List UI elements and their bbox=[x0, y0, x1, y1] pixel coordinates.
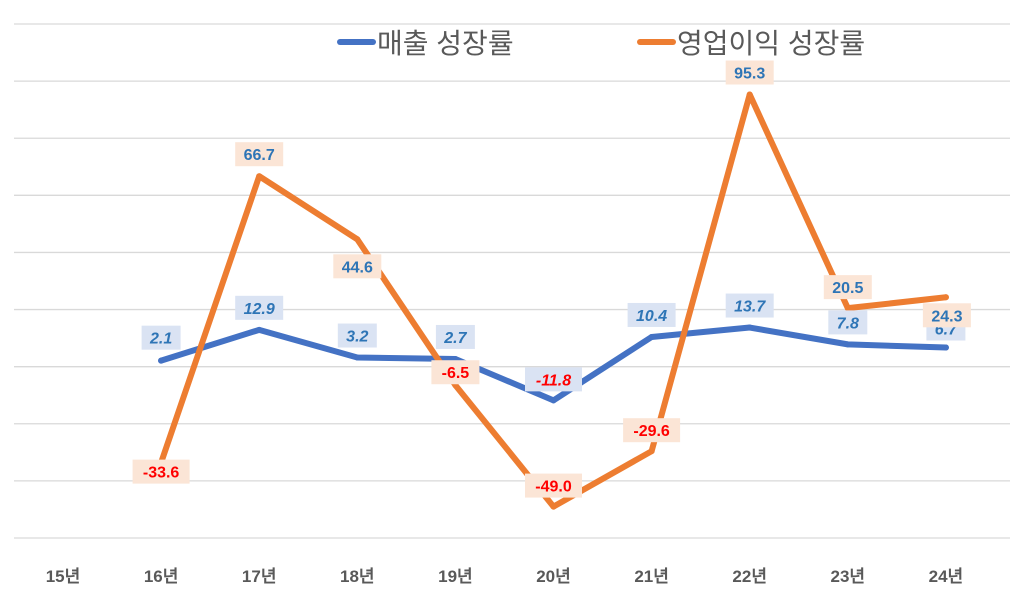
legend-label: 영업이익 성장률 bbox=[677, 28, 865, 59]
data-point bbox=[256, 326, 263, 333]
data-label-bg bbox=[235, 142, 284, 167]
x-tick-label: 19년 bbox=[438, 567, 473, 586]
data-label: 24.3 bbox=[931, 308, 962, 325]
data-label-bg bbox=[337, 323, 377, 348]
data-label: 2.7 bbox=[443, 330, 467, 347]
data-point bbox=[354, 354, 361, 361]
data-point bbox=[942, 294, 949, 301]
data-label: 44.6 bbox=[342, 259, 373, 276]
data-point bbox=[942, 344, 949, 351]
data-label-bg bbox=[725, 293, 774, 318]
data-label: -29.6 bbox=[633, 423, 670, 440]
data-label: 3.2 bbox=[346, 329, 368, 346]
x-tick-label: 18년 bbox=[340, 567, 375, 586]
data-label-bg bbox=[333, 254, 382, 279]
x-tick-label: 21년 bbox=[634, 567, 669, 586]
data-label: 12.9 bbox=[244, 301, 275, 318]
data-label: -33.6 bbox=[143, 465, 180, 482]
data-label: -6.5 bbox=[442, 365, 470, 382]
x-tick-label: 17년 bbox=[242, 567, 277, 586]
data-point bbox=[746, 324, 753, 331]
data-point bbox=[256, 173, 263, 180]
data-label: 13.7 bbox=[734, 299, 766, 316]
data-point bbox=[844, 341, 851, 348]
data-label: 7.8 bbox=[837, 315, 859, 332]
x-tick-label: 22년 bbox=[732, 567, 767, 586]
x-tick-label: 16년 bbox=[144, 567, 179, 586]
data-label-bg bbox=[141, 325, 181, 350]
data-point bbox=[648, 333, 655, 340]
data-point bbox=[550, 503, 557, 510]
data-label-bg bbox=[627, 302, 676, 327]
data-label-bg bbox=[725, 60, 774, 85]
data-point bbox=[550, 397, 557, 404]
data-point bbox=[158, 357, 165, 364]
data-label-bg bbox=[525, 367, 582, 392]
data-label-bg bbox=[525, 473, 582, 498]
data-label: 66.7 bbox=[244, 147, 275, 164]
data-label-bg bbox=[922, 303, 971, 328]
legend-label: 매출 성장률 bbox=[377, 28, 514, 59]
data-label-bg bbox=[623, 418, 681, 443]
data-point bbox=[648, 448, 655, 455]
data-label: -11.8 bbox=[536, 372, 571, 389]
x-tick-label: 20년 bbox=[536, 567, 571, 586]
data-label: 95.3 bbox=[734, 66, 765, 83]
data-label: 10.4 bbox=[636, 308, 667, 325]
data-label: -49.0 bbox=[535, 479, 572, 496]
data-label-bg bbox=[435, 324, 475, 349]
data-point bbox=[746, 91, 753, 98]
x-tick-label: 15년 bbox=[46, 567, 81, 586]
data-label-bg bbox=[828, 310, 868, 335]
data-label: 20.5 bbox=[832, 280, 863, 297]
data-label: 2.1 bbox=[149, 331, 172, 348]
data-point bbox=[844, 305, 851, 312]
data-label-bg bbox=[431, 360, 480, 385]
x-tick-label: 23년 bbox=[831, 567, 866, 586]
data-point bbox=[354, 236, 361, 243]
data-label-bg bbox=[823, 275, 872, 300]
data-label-bg bbox=[132, 459, 190, 484]
data-label-bg bbox=[235, 295, 284, 320]
x-tick-label: 24년 bbox=[929, 567, 964, 586]
